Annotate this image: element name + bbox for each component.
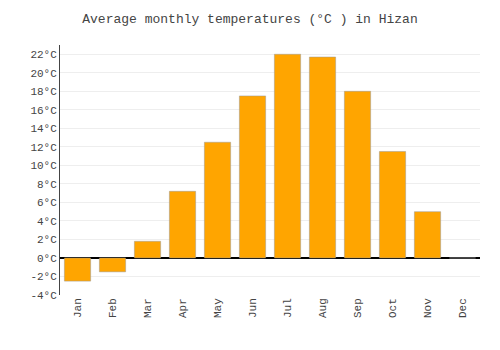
svg-text:-4°C: -4°C <box>30 290 57 302</box>
svg-text:18°C: 18°C <box>30 86 57 98</box>
svg-text:Apr: Apr <box>177 298 189 318</box>
svg-text:16°C: 16°C <box>30 105 57 117</box>
svg-text:Dec: Dec <box>457 298 469 318</box>
svg-text:Average monthly temperatures (: Average monthly temperatures (°C ) in Hi… <box>82 12 417 27</box>
svg-text:Sep: Sep <box>352 298 364 318</box>
svg-text:Oct: Oct <box>387 298 399 318</box>
svg-text:14°C: 14°C <box>30 123 57 135</box>
svg-text:-2°C: -2°C <box>30 271 57 283</box>
svg-text:May: May <box>212 298 224 318</box>
svg-text:0°C: 0°C <box>37 253 57 265</box>
svg-text:2°C: 2°C <box>37 234 57 246</box>
svg-text:4°C: 4°C <box>37 216 57 228</box>
svg-text:Jun: Jun <box>247 298 259 318</box>
svg-text:Mar: Mar <box>142 298 154 318</box>
svg-text:12°C: 12°C <box>30 142 57 154</box>
svg-text:Jul: Jul <box>282 298 294 318</box>
svg-text:Feb: Feb <box>107 298 119 318</box>
svg-text:Aug: Aug <box>317 298 329 318</box>
svg-text:Jan: Jan <box>72 298 84 318</box>
svg-text:8°C: 8°C <box>37 179 57 191</box>
svg-text:Nov: Nov <box>422 298 434 318</box>
svg-text:20°C: 20°C <box>30 68 57 80</box>
svg-text:10°C: 10°C <box>30 160 57 172</box>
svg-text:6°C: 6°C <box>37 197 57 209</box>
svg-text:22°C: 22°C <box>30 49 57 61</box>
